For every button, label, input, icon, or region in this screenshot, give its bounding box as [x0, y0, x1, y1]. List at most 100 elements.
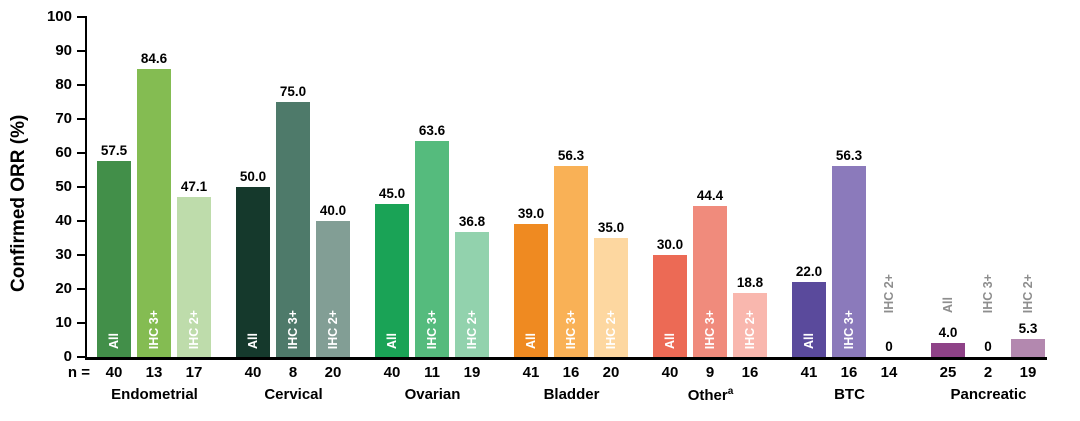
- n-value-other-ihc2: 16: [741, 364, 759, 381]
- y-tick-mark-20: [77, 288, 85, 290]
- value-label-cervical-all: 50.0: [239, 169, 267, 184]
- y-tick-mark-60: [77, 152, 85, 154]
- category-label-text-pancreatic: Pancreatic: [950, 386, 1027, 403]
- series-label-inside-other-ihc3: IHC 3+: [703, 309, 717, 349]
- series-label-outside-pancreatic-ihc3: IHC 3+: [981, 273, 995, 313]
- bar-cervical-all: [236, 187, 270, 357]
- y-tick-label-30: 30: [55, 246, 72, 263]
- n-value-btc-ihc3: 16: [840, 364, 858, 381]
- n-value-pancreatic-ihc3: 2: [983, 364, 993, 381]
- n-value-btc-all: 41: [800, 364, 818, 381]
- n-value-cervical-ihc2: 20: [324, 364, 342, 381]
- y-tick-mark-30: [77, 254, 85, 256]
- value-label-cervical-ihc2: 40.0: [319, 203, 347, 218]
- series-label-box-ovarian-all: All: [375, 204, 409, 357]
- bar-other-ihc2: [733, 293, 767, 357]
- series-label-inside-ovarian-ihc2: IHC 2+: [465, 309, 479, 349]
- category-label-text-ovarian: Ovarian: [404, 386, 461, 403]
- n-value-endometrial-ihc2: 17: [185, 364, 203, 381]
- n-equals-label: n =: [67, 364, 90, 381]
- y-tick-label-0: 0: [63, 348, 72, 365]
- bar-bladder-all: [514, 224, 548, 357]
- y-tick-label-60: 60: [55, 144, 72, 161]
- value-label-endometrial-all: 57.5: [100, 143, 128, 158]
- series-label-inside-other-ihc2: IHC 2+: [743, 309, 757, 349]
- category-label-text-bladder: Bladder: [543, 386, 600, 403]
- series-label-outside-btc-ihc2: IHC 2+: [882, 273, 896, 313]
- series-label-box-bladder-all: All: [514, 224, 548, 357]
- value-label-other-ihc2: 18.8: [736, 275, 764, 290]
- series-label-inside-cervical-ihc3: IHC 3+: [286, 309, 300, 349]
- x-axis-line: [85, 357, 1047, 360]
- n-value-cervical-ihc3: 8: [288, 364, 298, 381]
- series-label-box-btc-ihc3: IHC 3+: [832, 166, 866, 357]
- bar-ovarian-ihc3: [415, 141, 449, 357]
- n-value-endometrial-ihc3: 13: [145, 364, 163, 381]
- series-label-inside-cervical-ihc2: IHC 2+: [326, 309, 340, 349]
- y-tick-label-100: 100: [46, 8, 72, 25]
- value-label-endometrial-ihc2: 47.1: [180, 179, 208, 194]
- series-label-inside-cervical-all: All: [246, 333, 260, 349]
- n-value-other-ihc3: 9: [705, 364, 715, 381]
- n-value-cervical-all: 40: [244, 364, 262, 381]
- series-label-box-btc-all: All: [792, 282, 826, 357]
- value-label-ovarian-ihc3: 63.6: [418, 123, 446, 138]
- series-label-inside-other-all: All: [663, 333, 677, 349]
- value-label-bladder-ihc3: 56.3: [557, 148, 585, 163]
- series-label-inside-endometrial-ihc2: IHC 2+: [187, 309, 201, 349]
- series-label-box-cervical-all: All: [236, 187, 270, 357]
- n-value-ovarian-ihc2: 19: [463, 364, 481, 381]
- value-label-other-all: 30.0: [656, 237, 684, 252]
- series-label-inside-ovarian-ihc3: IHC 3+: [425, 309, 439, 349]
- y-tick-label-80: 80: [55, 76, 72, 93]
- y-tick-mark-10: [77, 322, 85, 324]
- bar-cervical-ihc3: [276, 102, 310, 357]
- series-label-box-other-all: All: [653, 255, 687, 357]
- n-value-pancreatic-all: 25: [939, 364, 957, 381]
- y-tick-label-50: 50: [55, 178, 72, 195]
- value-label-ovarian-ihc2: 36.8: [458, 214, 486, 229]
- bar-pancreatic-ihc2: [1011, 339, 1045, 357]
- category-label-bladder: Bladder: [502, 386, 641, 403]
- series-label-box-pancreatic-all: All: [931, 297, 965, 313]
- bar-other-all: [653, 255, 687, 357]
- series-label-inside-btc-all: All: [802, 333, 816, 349]
- value-label-ovarian-all: 45.0: [378, 186, 406, 201]
- value-label-btc-ihc2: 0: [885, 339, 893, 354]
- n-value-endometrial-all: 40: [105, 364, 123, 381]
- value-label-cervical-ihc3: 75.0: [279, 84, 307, 99]
- bar-pancreatic-all: [931, 343, 965, 357]
- y-tick-label-20: 20: [55, 280, 72, 297]
- y-tick-label-70: 70: [55, 110, 72, 127]
- value-label-other-ihc3: 44.4: [696, 188, 724, 203]
- value-label-bladder-ihc2: 35.0: [597, 220, 625, 235]
- bar-btc-all: [792, 282, 826, 357]
- y-tick-label-90: 90: [55, 42, 72, 59]
- bar-ovarian-all: [375, 204, 409, 357]
- category-label-btc: BTC: [780, 386, 919, 403]
- series-label-box-other-ihc2: IHC 2+: [733, 293, 767, 357]
- series-label-inside-endometrial-ihc3: IHC 3+: [147, 309, 161, 349]
- bar-ovarian-ihc2: [455, 232, 489, 357]
- series-label-box-pancreatic-ihc2: IHC 2+: [1011, 274, 1045, 313]
- series-label-box-bladder-ihc3: IHC 3+: [554, 166, 588, 357]
- n-value-pancreatic-ihc2: 19: [1019, 364, 1037, 381]
- bar-cervical-ihc2: [316, 221, 350, 357]
- y-tick-mark-90: [77, 50, 85, 52]
- series-label-box-endometrial-ihc2: IHC 2+: [177, 197, 211, 357]
- y-axis-line: [85, 16, 87, 358]
- y-tick-mark-70: [77, 118, 85, 120]
- y-tick-label-40: 40: [55, 212, 72, 229]
- category-label-pancreatic: Pancreatic: [919, 386, 1058, 403]
- n-value-other-all: 40: [661, 364, 679, 381]
- category-label-text-other: Other: [687, 387, 728, 404]
- value-label-pancreatic-all: 4.0: [938, 325, 958, 340]
- series-label-inside-bladder-ihc3: IHC 3+: [564, 309, 578, 349]
- series-label-box-endometrial-all: All: [97, 161, 131, 357]
- bar-btc-ihc3: [832, 166, 866, 357]
- n-value-ovarian-all: 40: [383, 364, 401, 381]
- category-label-endometrial: Endometrial: [85, 386, 224, 403]
- value-label-pancreatic-ihc2: 5.3: [1018, 321, 1038, 336]
- y-tick-mark-50: [77, 186, 85, 188]
